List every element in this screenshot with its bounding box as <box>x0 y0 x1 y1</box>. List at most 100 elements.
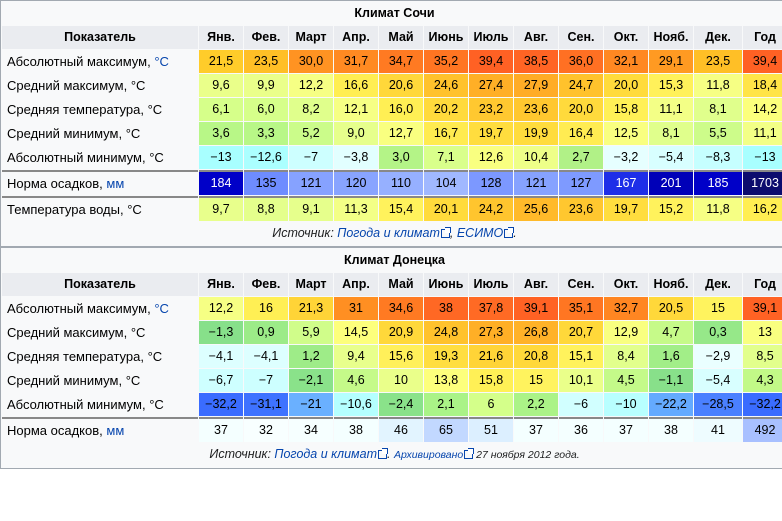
data-cell: 15,8 <box>469 369 513 392</box>
data-cell: 65 <box>424 417 468 442</box>
data-cell: 27,9 <box>514 74 558 97</box>
row-label: Абсолютный максимум, °C <box>2 297 198 320</box>
unit-link[interactable]: °C <box>154 54 169 69</box>
data-cell: −5,4 <box>649 146 693 169</box>
data-cell: 30,0 <box>289 50 333 73</box>
data-cell: 5,9 <box>289 321 333 344</box>
data-cell: 21,5 <box>199 50 243 73</box>
data-cell: −3,8 <box>334 146 378 169</box>
source-link[interactable]: Погода и климат <box>274 447 377 461</box>
external-link-icon <box>464 448 475 459</box>
data-cell: 20,2 <box>424 98 468 121</box>
table-row: Норма осадков, мм 184 135 121 120 110 104 128 12… <box>2 170 782 195</box>
data-cell: 3,3 <box>244 122 288 145</box>
data-cell: 32,1 <box>604 50 648 73</box>
data-cell: −32,2 <box>199 393 243 416</box>
data-cell: 15,3 <box>649 74 693 97</box>
external-link-icon <box>504 227 515 238</box>
data-cell: −8,3 <box>694 146 742 169</box>
external-link-icon <box>378 448 388 459</box>
data-cell: 10,1 <box>559 369 603 392</box>
data-cell: 121 <box>289 170 333 195</box>
data-cell: 9,1 <box>289 196 333 221</box>
data-cell: 6,1 <box>199 98 243 121</box>
data-cell: 25,6 <box>514 196 558 221</box>
data-cell: −4,1 <box>244 345 288 368</box>
data-cell: 9,0 <box>334 122 378 145</box>
data-cell: 12,2 <box>289 74 333 97</box>
data-cell: 12,6 <box>469 146 513 169</box>
data-cell: 31,7 <box>334 50 378 73</box>
climate-table: Климат Сочи Показатель Янв. Фев. Март Апр. Май… <box>0 0 782 247</box>
data-cell: 20,1 <box>424 196 468 221</box>
data-cell: −3,2 <box>604 146 648 169</box>
data-cell: 13 <box>743 321 782 344</box>
data-cell: 39,1 <box>514 297 558 320</box>
column-header-month: Год <box>743 273 782 296</box>
data-cell: 23,6 <box>559 196 603 221</box>
source-link[interactable]: ЕСИМО <box>456 226 504 240</box>
data-cell: 9,7 <box>199 196 243 221</box>
source-link[interactable]: Погода и климат <box>337 226 440 240</box>
data-cell: 15 <box>694 297 742 320</box>
unit-link[interactable]: мм <box>106 423 125 438</box>
table-row: Абсолютный минимум, °C −32,2 −31,1 −21 −10,6… <box>2 393 782 416</box>
data-cell: 19,7 <box>469 122 513 145</box>
data-cell: 37 <box>199 417 243 442</box>
row-label: Норма осадков, мм <box>2 170 198 195</box>
data-cell: 37 <box>604 417 648 442</box>
column-header-month: Июль <box>469 26 513 49</box>
data-cell: 36,0 <box>559 50 603 73</box>
column-header-month: Авг. <box>514 273 558 296</box>
data-cell: −7 <box>244 369 288 392</box>
data-cell: 27,3 <box>469 321 513 344</box>
row-label: Норма осадков, мм <box>2 417 198 442</box>
row-label: Абсолютный максимум, °C <box>2 50 198 73</box>
data-cell: 34,7 <box>379 50 423 73</box>
data-cell: 19,3 <box>424 345 468 368</box>
column-header-month: Июнь <box>424 273 468 296</box>
data-cell: 0,3 <box>694 321 742 344</box>
row-label: Абсолютный минимум, °C <box>2 146 198 169</box>
data-cell: 11,8 <box>694 74 742 97</box>
table-row: Норма осадков, мм 37 32 34 38 46 65 51 37 36 37 38 4… <box>2 417 782 442</box>
column-header-month: Март <box>289 273 333 296</box>
data-cell: −21 <box>289 393 333 416</box>
data-cell: 39,4 <box>743 50 782 73</box>
data-cell: 201 <box>649 170 693 195</box>
table-title: Климат Донецка <box>2 249 782 272</box>
climate-table: Климат Донецка Показатель Янв. Фев. Март Апр.… <box>0 247 782 469</box>
data-cell: 29,1 <box>649 50 693 73</box>
data-cell: 37 <box>514 417 558 442</box>
data-cell: 39,1 <box>743 297 782 320</box>
column-header-month: Окт. <box>604 273 648 296</box>
data-cell: 185 <box>694 170 742 195</box>
column-header-month: Янв. <box>199 26 243 49</box>
data-cell: 1,6 <box>649 345 693 368</box>
data-cell: 6,0 <box>244 98 288 121</box>
row-label: Средняя температура, °C <box>2 345 198 368</box>
source-link[interactable]: Архивировано <box>393 449 464 461</box>
data-cell: 20,9 <box>379 321 423 344</box>
row-label: Средний минимум, °C <box>2 122 198 145</box>
data-cell: 5,2 <box>289 122 333 145</box>
data-cell: 34 <box>289 417 333 442</box>
column-header-month: Апр. <box>334 273 378 296</box>
row-label: Средний минимум, °C <box>2 369 198 392</box>
data-cell: 4,5 <box>604 369 648 392</box>
table-row: Температура воды, °C 9,7 8,8 9,1 11,3 15,4 20,… <box>2 196 782 221</box>
data-cell: 38 <box>334 417 378 442</box>
row-label: Средний максимум, °C <box>2 321 198 344</box>
column-header-month: Май <box>379 26 423 49</box>
header-row: Показатель Янв. Фев. Март Апр. Май Июнь Июль Авг… <box>2 26 782 49</box>
data-cell: 2,2 <box>514 393 558 416</box>
unit-link[interactable]: °C <box>154 301 169 316</box>
data-cell: 24,8 <box>424 321 468 344</box>
data-cell: 15,1 <box>559 345 603 368</box>
unit-link[interactable]: мм <box>106 176 125 191</box>
row-label: Абсолютный минимум, °C <box>2 393 198 416</box>
data-cell: 18,4 <box>743 74 782 97</box>
column-header-month: Окт. <box>604 26 648 49</box>
column-header-indicator: Показатель <box>2 26 198 49</box>
data-cell: 16,6 <box>334 74 378 97</box>
